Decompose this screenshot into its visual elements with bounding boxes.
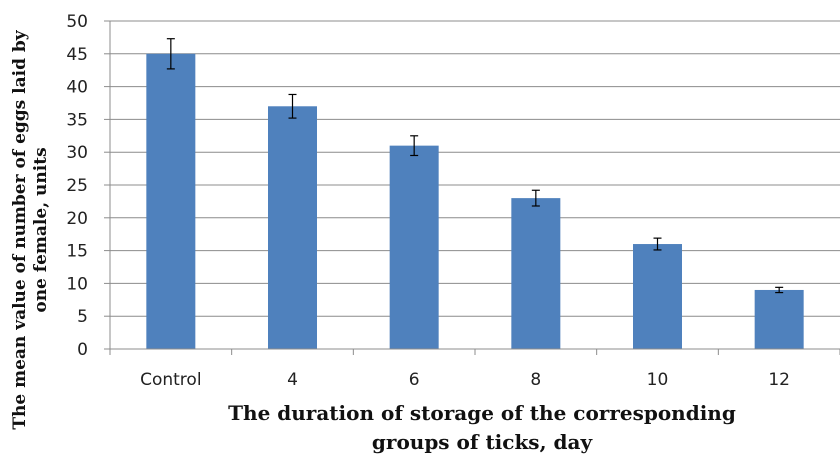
y-tick-label: 10	[66, 274, 88, 294]
y-axis-title-line-1: The mean value of number of eggs laid by	[10, 29, 30, 429]
x-axis-title-line-1: The duration of storage of the correspon…	[228, 401, 736, 425]
x-tick-label: 8	[530, 370, 541, 390]
x-tick-label: 6	[409, 370, 420, 390]
bar	[146, 53, 196, 350]
bar	[511, 198, 561, 349]
y-tick-label: 0	[77, 340, 88, 360]
y-tick-label: 20	[66, 209, 88, 229]
x-tick-labels: Control 4 6 8 10 12	[140, 370, 790, 390]
bars	[146, 53, 804, 350]
x-tick-label: 4	[287, 370, 298, 390]
y-tick-label: 35	[66, 110, 88, 130]
axes	[104, 20, 840, 355]
y-tick-label: 40	[66, 78, 88, 98]
x-tick-label: 10	[647, 370, 669, 390]
error-bars	[166, 38, 784, 294]
y-tick-label: 25	[66, 176, 88, 196]
bar	[389, 145, 439, 349]
y-tick-label: 15	[66, 242, 88, 262]
gridlines	[110, 20, 840, 317]
y-axis-title-line-2: one female, units	[31, 147, 51, 312]
y-tick-label: 5	[77, 307, 88, 327]
bar	[268, 106, 317, 349]
y-tick-label: 50	[66, 12, 88, 32]
x-axis-title-line-2: groups of ticks, day	[372, 430, 594, 454]
bar	[754, 289, 804, 349]
bar	[633, 244, 682, 349]
x-tick-label: 12	[768, 370, 790, 390]
x-tick-label: Control	[140, 370, 201, 390]
y-tick-label: 30	[66, 143, 88, 163]
y-tick-label: 45	[66, 45, 88, 65]
y-tick-labels: 0 5 10 15 20 25 30 35 40 45 50	[66, 12, 88, 360]
